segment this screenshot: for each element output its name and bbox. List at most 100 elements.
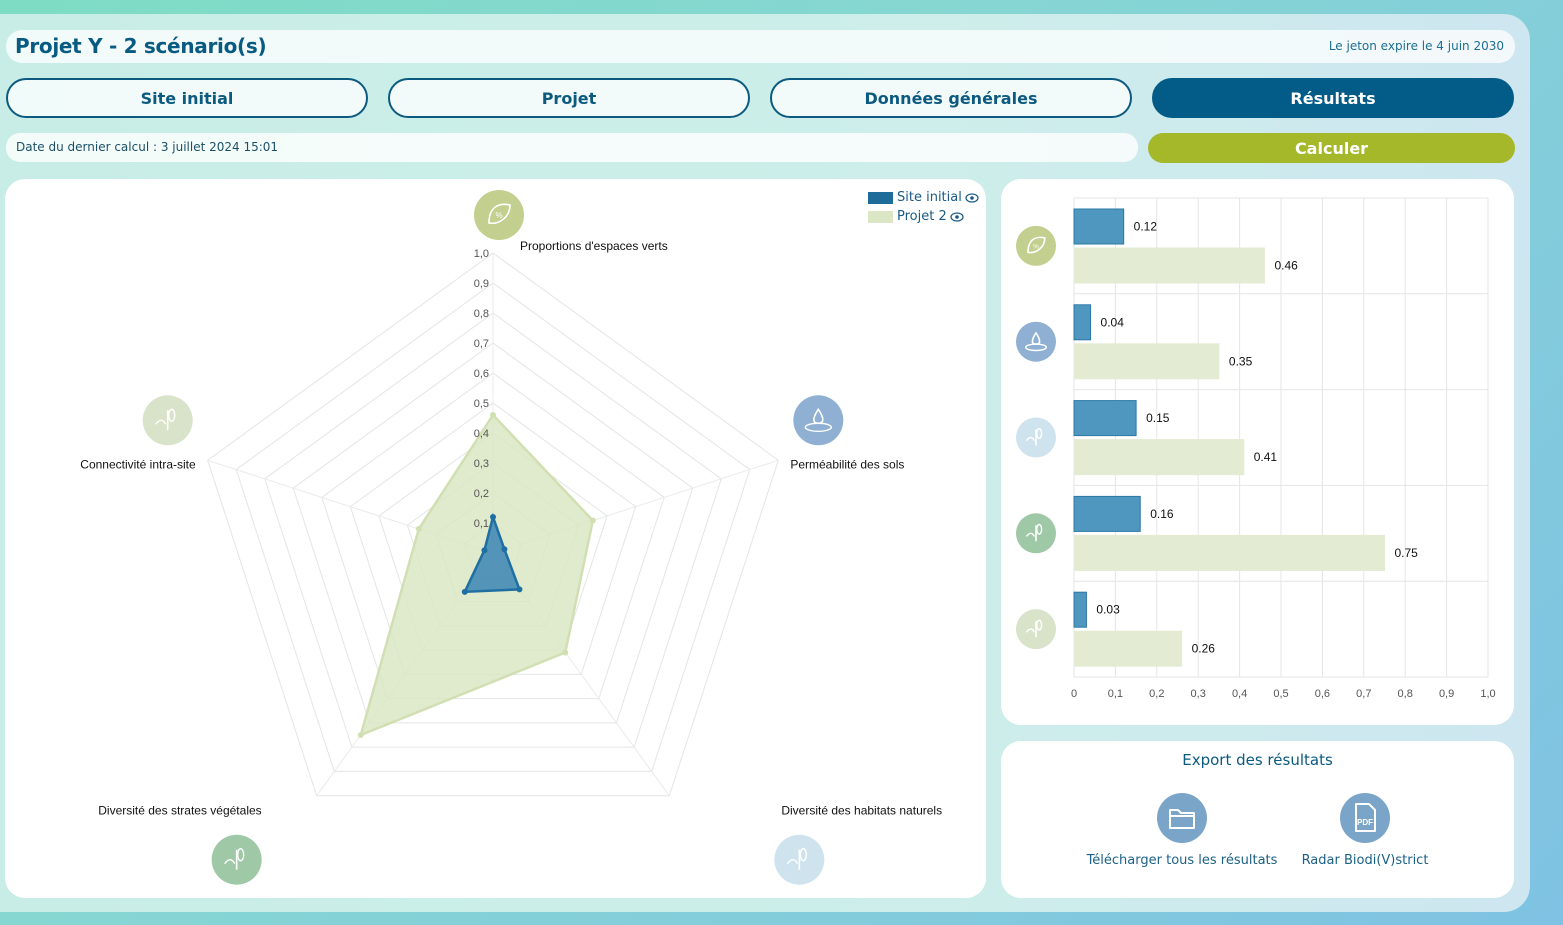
radar-point [516,586,523,593]
radar-point [490,514,496,520]
bar-site-initial [1073,400,1137,437]
radar-grid-ring [292,342,694,724]
radar-tick-label: 0,4 [474,428,489,440]
radar-axis-label: Diversité des habitats naturels [781,804,942,818]
radar-axis-label: Connectivité intra-site [80,457,196,471]
bar-projet-2 [1073,343,1220,380]
bar-x-tick: 0,6 [1315,688,1330,700]
radar-grid-ring [321,372,665,700]
connectivity-icon [142,395,193,446]
percent-glyph: % [495,211,502,220]
leaf [1036,619,1043,631]
radar-tick-label: 0,9 [474,278,489,290]
bar-site-initial [1073,495,1141,532]
legend-item-site-initial[interactable]: Site initial [868,188,979,207]
water-drop-icon [793,395,844,446]
bar-x-tick: 0,3 [1191,688,1206,700]
bar-x-tick: 1,0 [1480,688,1495,700]
bar-projet-2 [1073,247,1265,284]
tab-resultats[interactable]: Résultats [1152,78,1514,118]
radar-point [562,649,569,656]
eye-icon[interactable] [965,192,979,203]
radar-grid-ring [235,282,751,772]
radar-tick-label: 0,8 [474,308,489,320]
icon-bg [1016,225,1056,266]
bar-chart: 0 0,1 0,2 0,3 0,4 0,5 0,6 0,7 0,8 0,9 1,0 0.12 0.46%… [1016,197,1496,700]
download-all-button[interactable]: Télécharger tous les résultats [1082,793,1282,868]
icon-bg [474,190,524,240]
pdf-icon: PDF [1340,793,1390,843]
bar-value-label: 0.15 [1146,411,1170,425]
bar-site-initial [1073,208,1125,245]
legend-label: Site initial [897,190,962,205]
radar-grid-ring [207,252,779,797]
radar-axis-label: Diversité des strates végétales [98,804,261,818]
leaf [1036,427,1043,439]
legend-label: Projet 2 [897,209,947,224]
leaf-percent-icon: % [474,190,524,240]
radar-point [589,517,596,524]
bar-projet-2 [1073,439,1245,476]
habitat-plant-icon [1016,417,1056,458]
radar-tick-label: 0,3 [474,458,489,470]
bar-site-initial [1073,304,1092,341]
radar-pdf-label: Radar Biodi(V)strict [1301,853,1429,868]
radar-point [357,732,364,739]
tab-site-initial[interactable]: Site initial [6,78,368,118]
export-panel: Export des résultats Télécharger tous le… [1001,741,1514,898]
bar-x-tick: 0,9 [1439,688,1454,700]
bar-value-label: 0.16 [1150,507,1174,521]
curve [1025,532,1036,537]
radar-point [415,525,422,532]
connectivity-icon [1016,609,1056,650]
tab-donnees-generales[interactable]: Données générales [770,78,1132,118]
last-calc-bar: Date du dernier calcul : 3 juillet 2024 … [6,133,1138,162]
bar-x-tick: 0,4 [1232,688,1247,700]
radar-tick-label: 1,0 [474,248,489,260]
radar-tick-label: 0,7 [474,338,489,350]
bar-value-label: 0.26 [1192,642,1216,656]
app-header: Projet Y - 2 scénario(s) Le jeton expire… [6,30,1515,63]
leaf [236,848,245,862]
calculate-button[interactable]: Calculer [1148,133,1515,163]
ripple [1024,343,1048,352]
download-all-label: Télécharger tous les résultats [1086,853,1278,868]
percent-glyph: % [1033,243,1039,250]
radar-panel: 0,1 0,2 0,3 0,4 0,5 0,6 0,7 0,8 0,9 1,0 Proportion… [5,179,986,898]
radar-point [501,546,508,553]
leaf [1036,523,1043,535]
leaf-shape [488,203,511,225]
radar-point [461,588,468,595]
radar-grid-ring [264,312,722,748]
legend-swatch [868,191,893,204]
radar-chart: 0,1 0,2 0,3 0,4 0,5 0,6 0,7 0,8 0,9 1,0 Proportion… [80,190,942,885]
radar-tick-label: 0,2 [474,488,489,500]
curve [224,859,236,865]
bar-value-label: 0.75 [1395,546,1419,560]
radar-tick-label: 0,5 [474,398,489,410]
radar-axis-label: Proportions d'espaces verts [520,239,668,253]
icon-bg [1016,321,1056,362]
svg-text:PDF: PDF [1357,818,1373,827]
bar-x-tick: 0,1 [1108,688,1123,700]
radar-pdf-button[interactable]: PDF Radar Biodi(V)strict [1265,793,1465,868]
radar-series-site-initial [462,512,522,594]
radar-tick-label: 0,6 [474,368,489,380]
curve [155,419,167,425]
curve [786,859,798,865]
chart-legend: Site initial Projet 2 [868,188,979,226]
legend-item-projet-2[interactable]: Projet 2 [868,207,979,226]
water-drop-icon [1016,321,1056,362]
legend-swatch [868,210,893,223]
tab-projet[interactable]: Projet [388,78,750,118]
bar-projet-2 [1073,534,1385,571]
leaf [799,848,808,862]
leaf-shape [1027,236,1046,254]
eye-icon[interactable] [950,211,964,222]
bar-value-label: 0.03 [1096,603,1120,617]
curve [1025,628,1036,633]
bar-projet-2 [1073,630,1183,667]
ripple [804,422,833,432]
bar-value-label: 0.12 [1134,220,1158,234]
bar-x-tick: 0 [1071,688,1077,700]
